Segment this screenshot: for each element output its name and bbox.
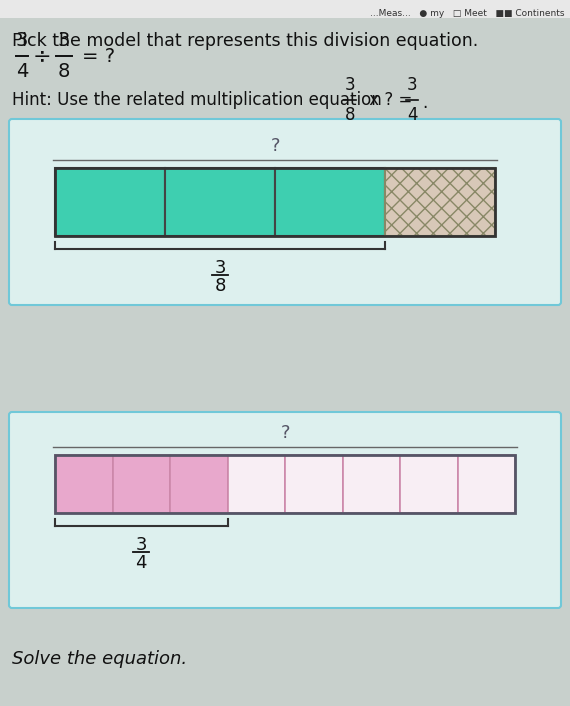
Text: x ? =: x ? = xyxy=(364,91,418,109)
Bar xyxy=(227,455,285,513)
Bar xyxy=(55,455,515,513)
Text: 3: 3 xyxy=(58,31,70,50)
Bar xyxy=(55,168,165,236)
Text: Pick the model that represents this division equation.: Pick the model that represents this divi… xyxy=(12,32,478,50)
Bar xyxy=(55,168,495,236)
Text: 8: 8 xyxy=(58,62,70,81)
Bar xyxy=(55,455,112,513)
Bar xyxy=(275,168,385,236)
Bar xyxy=(458,455,515,513)
Text: Hint: Use the related multiplication equation: Hint: Use the related multiplication equ… xyxy=(12,91,387,109)
Bar xyxy=(112,455,170,513)
Text: ?: ? xyxy=(280,424,290,442)
Text: 4: 4 xyxy=(136,554,147,572)
Text: .: . xyxy=(422,94,428,112)
Text: 3: 3 xyxy=(214,259,226,277)
Bar xyxy=(285,455,343,513)
Bar xyxy=(170,455,227,513)
Text: 8: 8 xyxy=(345,106,355,124)
Bar xyxy=(400,455,458,513)
Text: 4: 4 xyxy=(407,106,417,124)
Text: = ?: = ? xyxy=(82,47,115,66)
FancyBboxPatch shape xyxy=(9,119,561,305)
Text: ?: ? xyxy=(270,137,280,155)
Text: ...Meas...   ● my   □ Meet   ■■ Continents: ...Meas... ● my □ Meet ■■ Continents xyxy=(370,8,565,18)
FancyBboxPatch shape xyxy=(9,412,561,608)
Text: 3: 3 xyxy=(136,536,147,554)
Bar xyxy=(165,168,275,236)
Text: 4: 4 xyxy=(16,62,28,81)
Text: 8: 8 xyxy=(214,277,226,295)
Bar xyxy=(0,0,570,18)
Bar xyxy=(343,455,400,513)
Text: 3: 3 xyxy=(345,76,355,94)
Text: 3: 3 xyxy=(406,76,417,94)
Bar xyxy=(385,168,495,236)
Text: ÷: ÷ xyxy=(32,46,51,66)
Text: 3: 3 xyxy=(16,31,28,50)
Text: Solve the equation.: Solve the equation. xyxy=(12,650,187,668)
